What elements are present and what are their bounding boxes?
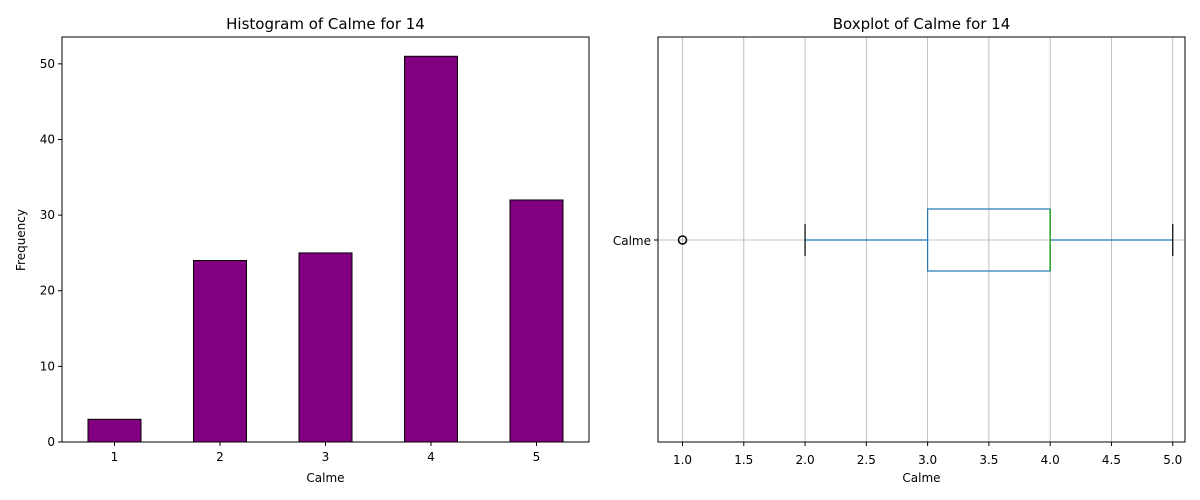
histogram-x-axis-label: Calme	[306, 471, 344, 485]
boxplot-x-tick-label: 2.5	[857, 453, 876, 467]
histogram-bar	[87, 418, 142, 443]
boxplot-x-tick-label: 3.5	[979, 453, 998, 467]
boxplot-x-tick-label: 2.0	[796, 453, 815, 467]
histogram-y-tick-label: 40	[40, 132, 55, 146]
histogram-panel: Histogram of Calme for 14 1 2 3 4 5 0 10 20 30 4…	[14, 15, 590, 485]
histogram-x-tick-label: 5	[533, 450, 541, 464]
histogram-y-tick-label: 50	[40, 57, 55, 71]
histogram-y-tick-label: 0	[47, 435, 55, 449]
histogram-x-tick-label: 2	[216, 450, 224, 464]
boxplot-y-tick-label: Calme	[613, 234, 651, 248]
histogram-bar	[298, 252, 353, 443]
boxplot-x-tick-label: 3.0	[918, 453, 937, 467]
histogram-bar	[404, 55, 458, 443]
boxplot-x-tick-label: 1.0	[673, 453, 692, 467]
boxplot-x-tick-label: 4.0	[1041, 453, 1060, 467]
histogram-y-tick-label: 10	[40, 359, 55, 373]
histogram-title: Histogram of Calme for 14	[226, 15, 425, 33]
boxplot-x-axis-label: Calme	[902, 471, 940, 485]
boxplot-x-tick-label: 4.5	[1102, 453, 1121, 467]
histogram-x-tick-label: 1	[111, 450, 119, 464]
histogram-y-tick-label: 30	[40, 208, 55, 222]
boxplot-title: Boxplot of Calme for 14	[833, 15, 1011, 33]
histogram-x-tick-label: 4	[427, 450, 435, 464]
histogram-y-axis-label: Frequency	[14, 209, 28, 271]
histogram-y-tick-label: 20	[40, 284, 55, 298]
boxplot-outlier	[677, 235, 688, 245]
histogram-x-tick-label: 3	[322, 450, 330, 464]
histogram-bar	[193, 259, 247, 443]
histogram-bar	[509, 199, 564, 443]
boxplot-x-tick-label: 5.0	[1163, 453, 1182, 467]
boxplot-panel: Boxplot of Calme for 14 1.0 1.5 2.0 2.5 3.0 3…	[613, 15, 1186, 485]
boxplot-x-tick-label: 1.5	[734, 453, 753, 467]
